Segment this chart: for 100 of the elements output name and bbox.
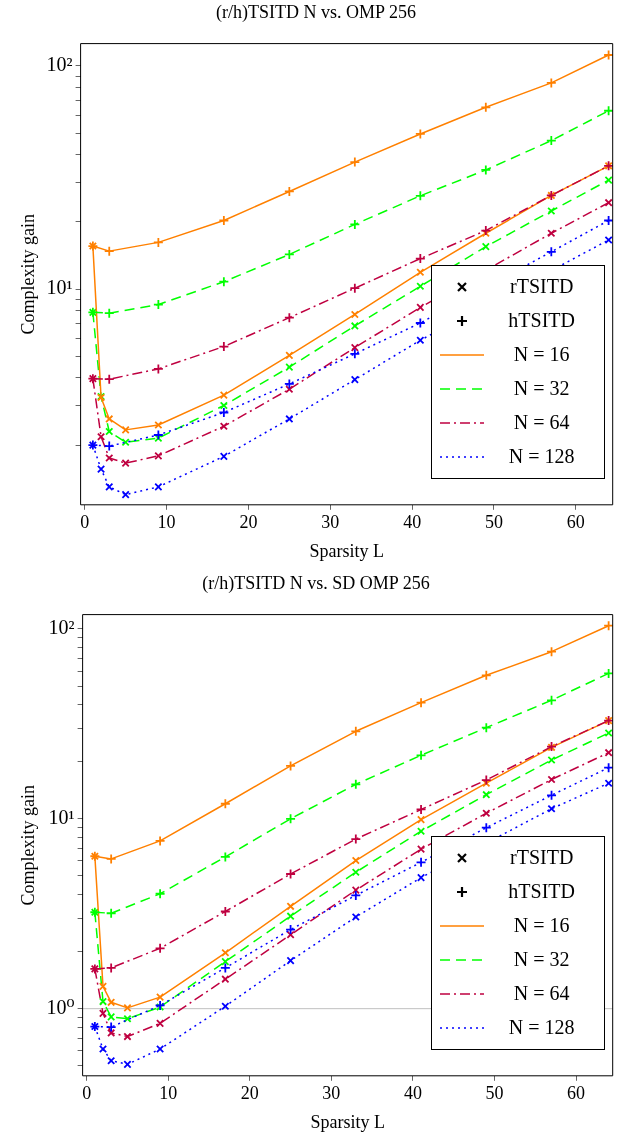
point [547, 804, 556, 813]
point [103, 373, 115, 385]
point [105, 962, 117, 974]
x-tick-label: 30 [321, 512, 340, 533]
chart-title: (r/h)TSITD N vs. OMP 256 [216, 1, 416, 23]
x-axis-title: Sparsity L [310, 1111, 385, 1132]
point [349, 282, 361, 294]
point [98, 1009, 108, 1018]
point [547, 229, 556, 238]
point [156, 1019, 165, 1028]
point [105, 482, 114, 491]
point [121, 438, 130, 447]
point [154, 420, 163, 430]
point [221, 957, 230, 966]
point [98, 982, 108, 991]
point [107, 998, 116, 1007]
point [350, 778, 362, 790]
point [123, 1003, 132, 1012]
point [107, 1028, 116, 1038]
point [107, 1012, 116, 1021]
point [152, 429, 164, 441]
point [219, 391, 228, 400]
point [415, 697, 427, 709]
point [416, 827, 426, 836]
point [604, 748, 613, 757]
point [416, 282, 425, 291]
point [481, 242, 490, 251]
point [286, 902, 295, 911]
point [350, 343, 359, 352]
point [350, 321, 359, 331]
point [96, 432, 106, 441]
point [283, 378, 295, 390]
point [351, 886, 360, 895]
point [350, 375, 359, 384]
point [480, 774, 492, 786]
point [219, 452, 228, 461]
legend-label: N = 64 [512, 411, 571, 435]
legend-label: N = 64 [512, 982, 571, 1006]
point [283, 312, 295, 324]
point [414, 317, 426, 329]
point [218, 276, 230, 288]
point [480, 722, 492, 734]
point [105, 427, 114, 436]
chart-title: (r/h)TSITD N vs. SD OMP 256 [202, 572, 430, 594]
point [103, 307, 115, 319]
point [603, 105, 613, 117]
y-tick-label: 10² [48, 616, 75, 639]
point [219, 962, 231, 974]
point [545, 77, 557, 89]
point [123, 1014, 132, 1023]
point [604, 728, 613, 738]
point [121, 459, 130, 468]
point [107, 1056, 116, 1065]
point [98, 997, 108, 1006]
x-tick-label: 0 [80, 512, 90, 533]
y-tick-label: 10⁰ [46, 995, 75, 1018]
point [480, 822, 492, 834]
y-tick-label: 10¹ [46, 276, 73, 299]
x-tick-label: 20 [239, 512, 258, 533]
point [219, 401, 228, 410]
point [604, 176, 613, 185]
x-tick-label: 60 [567, 1083, 585, 1104]
point [123, 1060, 132, 1069]
point [416, 873, 426, 882]
x-tick-label: 20 [240, 1083, 259, 1104]
x-tick-label: 10 [159, 1083, 178, 1104]
point [351, 856, 360, 865]
x-axis-title: Sparsity L [309, 540, 384, 561]
point [482, 779, 491, 788]
y-tick-label: 10² [46, 53, 73, 76]
point [415, 856, 427, 868]
point [286, 912, 295, 921]
x-tick-label: 50 [485, 1083, 504, 1104]
point [105, 1021, 117, 1033]
point [121, 425, 130, 434]
x-tick-label: 40 [403, 1083, 422, 1104]
point [285, 414, 294, 423]
x-tick-label: 40 [403, 512, 422, 533]
point [219, 798, 231, 810]
x-tick-label: 10 [157, 512, 176, 533]
point [545, 246, 557, 258]
point [414, 128, 426, 140]
point [96, 465, 106, 474]
point [416, 336, 425, 345]
point [416, 303, 425, 312]
point [123, 1032, 132, 1041]
x-tick-label: 0 [82, 1083, 92, 1104]
point [105, 853, 117, 865]
legend-label: N = 128 [507, 1016, 576, 1040]
point [604, 198, 613, 207]
legend-label: hTSITD [507, 880, 576, 904]
point [604, 235, 613, 245]
point [414, 190, 426, 202]
point [547, 775, 556, 784]
y-tick-label: 10¹ [48, 806, 75, 829]
point [349, 156, 361, 168]
point [103, 245, 115, 257]
point [480, 101, 492, 113]
point [154, 482, 163, 491]
point [105, 453, 114, 463]
